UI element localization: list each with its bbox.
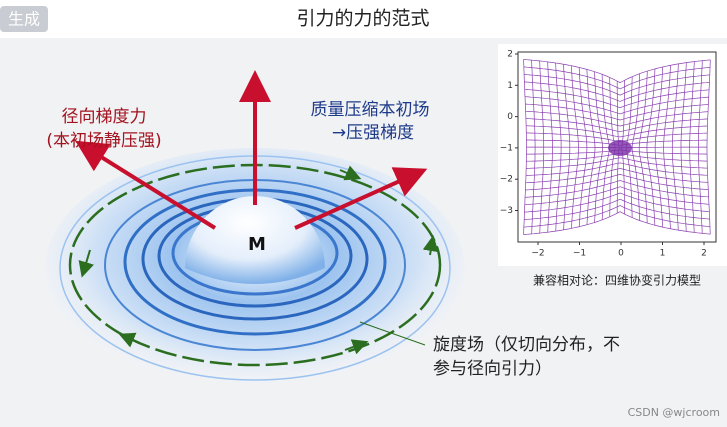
grid-curve — [524, 192, 710, 213]
x-tick-label: −2 — [531, 249, 544, 259]
curl-label: 参与径向引力） — [433, 359, 552, 379]
watermark: CSDN @wjcroom — [628, 406, 720, 419]
curl-arrow — [339, 165, 362, 181]
compression-label: 质量压缩本初场 — [311, 100, 430, 120]
center-label: M — [248, 234, 266, 255]
y-tick-label: −2 — [500, 175, 513, 185]
curl-arrow — [422, 235, 439, 256]
header-band — [0, 0, 727, 38]
y-tick-label: −3 — [500, 206, 513, 216]
grid-curve — [680, 62, 687, 232]
radial-arrow — [294, 167, 428, 230]
compression-label: →压强梯度 — [332, 123, 414, 143]
badge: 生成 — [8, 10, 40, 29]
x-tick-label: 2 — [701, 249, 707, 259]
leader-line — [359, 321, 426, 346]
title: 引力的力的范式 — [296, 8, 429, 30]
dome — [185, 196, 325, 284]
field-disk — [45, 70, 465, 388]
inset-bg — [498, 44, 727, 266]
grid-curve — [524, 186, 710, 206]
curl-arrow — [344, 339, 369, 355]
inset-frame — [517, 51, 717, 243]
grid-curve — [689, 61, 695, 233]
grid-curve — [524, 198, 710, 220]
x-tick-label: −1 — [573, 249, 586, 259]
curl-arrow — [118, 332, 141, 348]
radial-label: 径向梯度力 — [62, 107, 147, 127]
radial-arrow — [75, 140, 217, 230]
x-tick-label: 0 — [618, 249, 624, 259]
radial-label: (本初场静压强) — [46, 131, 161, 151]
y-tick-label: −1 — [500, 143, 513, 153]
inset-plot: −2 −1 0 1 2 2 1 0 −1 −2 −3 — [498, 44, 727, 266]
grid-curve — [698, 60, 703, 234]
curl-label: 旋度场（仅切向分布，不 — [433, 335, 620, 355]
y-tick-label: 0 — [507, 112, 513, 122]
y-tick-label: 1 — [507, 81, 513, 91]
curl-arrow — [78, 249, 94, 278]
grid-curve — [523, 211, 711, 235]
badge-box — [0, 6, 48, 32]
y-tick-label: 2 — [507, 50, 513, 60]
grid-curve — [523, 205, 711, 228]
x-tick-label: 1 — [660, 249, 666, 259]
core — [608, 140, 632, 156]
inset-caption: 兼容相对论：四维协变引力模型 — [533, 273, 701, 288]
grid-curve — [706, 59, 711, 235]
